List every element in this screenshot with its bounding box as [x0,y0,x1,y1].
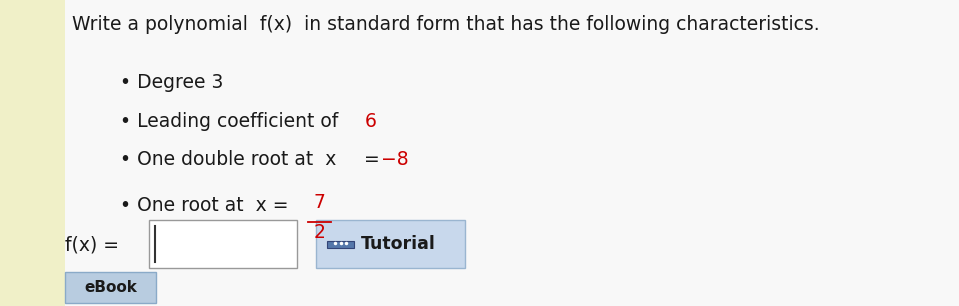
Text: • Degree 3: • Degree 3 [120,73,223,92]
Text: Tutorial: Tutorial [361,235,435,253]
Text: f(x) =: f(x) = [65,235,119,254]
Text: =: = [358,150,386,169]
FancyBboxPatch shape [327,241,354,248]
FancyBboxPatch shape [65,272,156,303]
Text: 7: 7 [314,193,325,212]
Text: Write a polynomial  f(x)  in standard form that has the following characteristic: Write a polynomial f(x) in standard form… [72,15,820,34]
Text: • One root at  x =: • One root at x = [120,196,289,215]
Text: • One double root at  x: • One double root at x [120,150,337,169]
FancyBboxPatch shape [316,220,465,268]
Text: eBook: eBook [84,280,137,295]
Text: −8: −8 [381,150,409,169]
FancyBboxPatch shape [0,0,65,306]
Text: 2: 2 [314,223,325,242]
Text: 6: 6 [364,112,376,131]
FancyBboxPatch shape [149,220,297,268]
Text: • Leading coefficient of: • Leading coefficient of [120,112,344,131]
